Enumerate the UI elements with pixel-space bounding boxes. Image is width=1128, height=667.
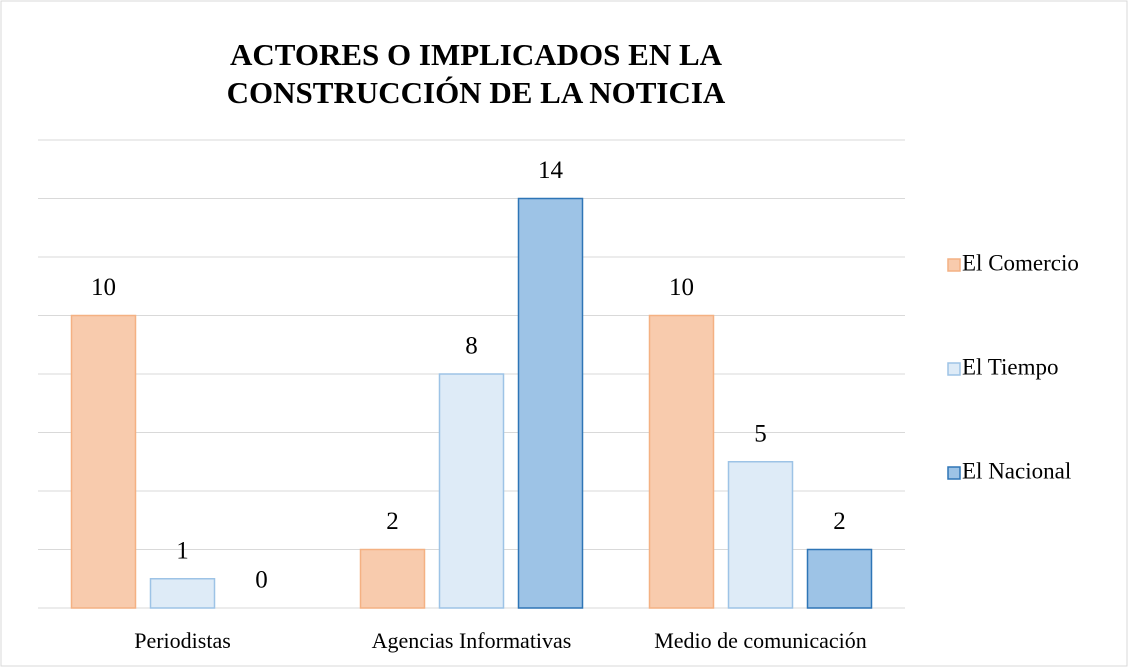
data-label: 10 — [669, 274, 694, 301]
x-tick-label: Medio de comunicación — [654, 628, 867, 653]
bar — [727, 461, 794, 609]
bar — [359, 548, 426, 609]
bar — [517, 197, 584, 609]
legend-label: El Comercio — [962, 250, 1079, 275]
legend-label: El Tiempo — [962, 354, 1059, 379]
legend-swatch — [947, 258, 961, 272]
chart-title: ACTORES O IMPLICADOS EN LA CONSTRUCCIÓN … — [226, 37, 726, 110]
bar — [648, 314, 715, 609]
x-tick-label: Periodistas — [134, 628, 231, 653]
data-label: 1 — [176, 537, 189, 564]
data-label: 14 — [538, 157, 564, 184]
x-tick-label: Agencias Informativas — [372, 628, 572, 653]
bar — [70, 314, 137, 609]
data-label: 0 — [255, 567, 268, 594]
data-label: 10 — [91, 274, 116, 301]
data-label: 5 — [754, 420, 767, 447]
legend-swatch — [947, 362, 961, 376]
bar — [149, 578, 216, 609]
bar — [806, 548, 873, 609]
legend-swatch — [947, 466, 961, 480]
data-label: 2 — [833, 508, 846, 535]
legend-label: El Nacional — [962, 458, 1071, 483]
data-label: 8 — [465, 333, 478, 360]
data-label: 2 — [386, 508, 399, 535]
bar — [438, 373, 505, 609]
